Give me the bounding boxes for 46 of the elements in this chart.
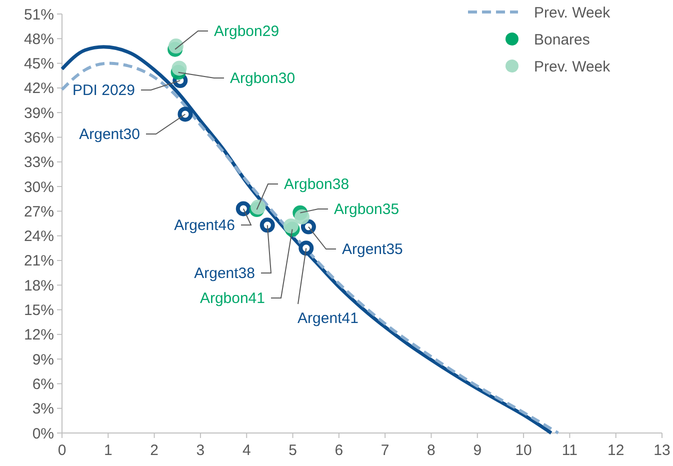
y-tick-label: 12% (24, 326, 54, 344)
x-tick-label: 6 (334, 442, 344, 459)
legend-label: Prev. Week (534, 58, 611, 76)
x-tick-label: 13 (654, 442, 670, 459)
x-tick-label: 8 (427, 442, 436, 459)
annotation: Argbon29 (214, 23, 280, 40)
y-tick-label: 48% (24, 30, 54, 48)
y-tick-label: 39% (24, 104, 54, 122)
legend-label: Bonares (534, 31, 590, 48)
y-tick-label: 36% (24, 129, 54, 146)
x-tick-label: 10 (515, 442, 532, 459)
x-tick-label: 11 (562, 442, 578, 459)
annotation: PDI 2029 (72, 82, 135, 99)
annotation: Argbon30 (230, 70, 296, 87)
y-tick-label: 33% (24, 154, 54, 172)
y-tick-label: 15% (24, 302, 54, 320)
y-tick-label: 21% (24, 252, 54, 270)
annotation: Argent35 (342, 241, 403, 258)
x-tick-label: 5 (288, 442, 297, 459)
y-tick-label: 30% (24, 178, 54, 196)
annotation: Argbon41 (200, 290, 265, 307)
x-tick-label: 4 (242, 442, 251, 459)
x-tick-label: 9 (473, 442, 482, 459)
y-tick-label: 3% (32, 400, 54, 418)
y-tick-label: 42% (24, 80, 54, 98)
x-tick-label: 1 (104, 442, 112, 459)
x-tick-label: 0 (58, 442, 66, 459)
y-tick-label: 0% (32, 425, 54, 442)
y-tick-label: 51% (24, 6, 54, 24)
annotation: Argbon38 (284, 176, 350, 193)
y-tick-label: 27% (24, 203, 54, 220)
x-tick-label: 2 (150, 442, 158, 459)
x-tick-label: 3 (196, 442, 205, 459)
y-tick-label: 18% (24, 277, 54, 294)
x-tick-label: 7 (380, 442, 390, 459)
legend-label: Prev. Week (534, 4, 611, 22)
y-tick-label: 6% (32, 376, 54, 393)
annotation: Argbon35 (334, 201, 400, 218)
annotation: Argent30 (79, 126, 140, 143)
y-tick-label: 45% (24, 56, 54, 73)
x-tick-label: 12 (608, 442, 624, 459)
annotation: Argent41 (298, 310, 358, 327)
annotation: Argent46 (174, 217, 235, 234)
y-tick-label: 9% (32, 351, 54, 368)
annotation: Argent38 (194, 265, 255, 282)
y-tick-label: 24% (24, 228, 54, 246)
